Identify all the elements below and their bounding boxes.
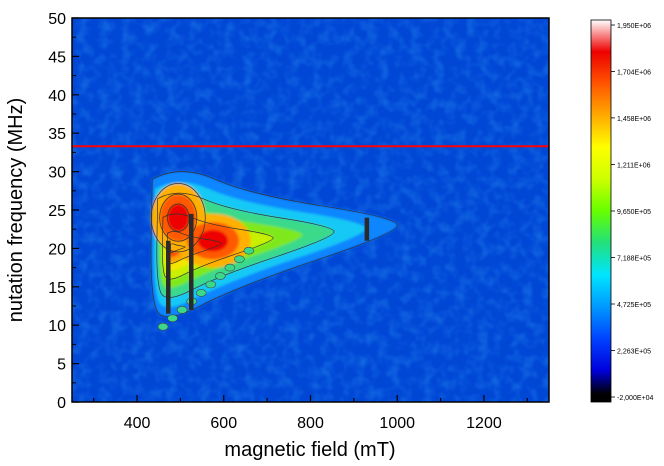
contour-ripple [215,272,226,280]
contour-line [159,193,198,242]
color-scale-tick-label: 7,188E+05 [617,255,651,262]
color-scale-tick-label: -2,000E+04 [617,395,653,402]
color-scale-tick-label: 1,950E+06 [617,23,651,30]
color-scale-gradient [590,19,612,403]
x-tick-label: 400 [124,415,151,432]
y-tick-label: 20 [48,241,66,258]
y-axis-label: nutation frequency (MHz) [5,98,27,323]
contour-ripple [176,306,188,314]
color-scale-tick-label: 4,725E+05 [617,302,651,309]
y-tick-label: 30 [48,165,66,182]
contour-lines [150,171,398,331]
color-scale-bar: 1,950E+06 1,704E+06 1,458E+06 1,211E+06 9,65… [590,19,653,403]
y-tick-label: 40 [48,88,66,105]
y-tick-label: 35 [48,126,66,143]
contour-line [150,183,206,253]
contour-line [150,171,398,317]
y-tick-label: 10 [48,318,66,335]
contour-ripple [157,322,169,331]
color-scale-tick-label: 1,211E+06 [617,163,651,170]
contour-ripple [224,263,236,272]
y-tick-label: 25 [48,203,66,220]
contour-ripple [205,280,217,289]
y-tick-label: 5 [57,357,66,374]
contour-ripple [234,255,245,263]
contour-line [162,213,274,280]
plot-area [71,17,550,403]
contour-ripple [167,314,178,323]
contour-ripple [243,246,255,255]
x-axis-label: magnetic field (mT) [224,439,395,461]
color-scale-ticks: 1,950E+06 1,704E+06 1,458E+06 1,211E+06 9,65… [611,23,653,402]
intensity-layers [150,171,398,317]
peak-region [167,203,190,232]
contour-ripple [195,289,207,297]
x-tick-label: 800 [297,415,324,432]
x-tick-label: 1200 [466,415,502,432]
vertical-markers [166,213,370,314]
x-axis: 400 600 800 1000 1200 [93,395,528,432]
y-tick-label: 50 [48,11,66,28]
color-scale-tick-label: 1,458E+06 [617,116,651,123]
color-scale-tick-label: 1,704E+06 [617,69,651,76]
color-scale-tick-label: 9,650E+05 [617,209,651,216]
y-tick-label: 15 [48,280,66,297]
y-tick-label: 0 [57,395,66,412]
contour-line [156,192,335,298]
y-tick-label: 45 [48,49,66,66]
color-scale-tick-label: 2,263E+05 [617,348,651,355]
x-tick-label: 600 [210,415,237,432]
y-axis: 0 5 10 15 20 25 30 35 40 45 50 [48,11,79,412]
x-tick-label: 1000 [379,415,415,432]
